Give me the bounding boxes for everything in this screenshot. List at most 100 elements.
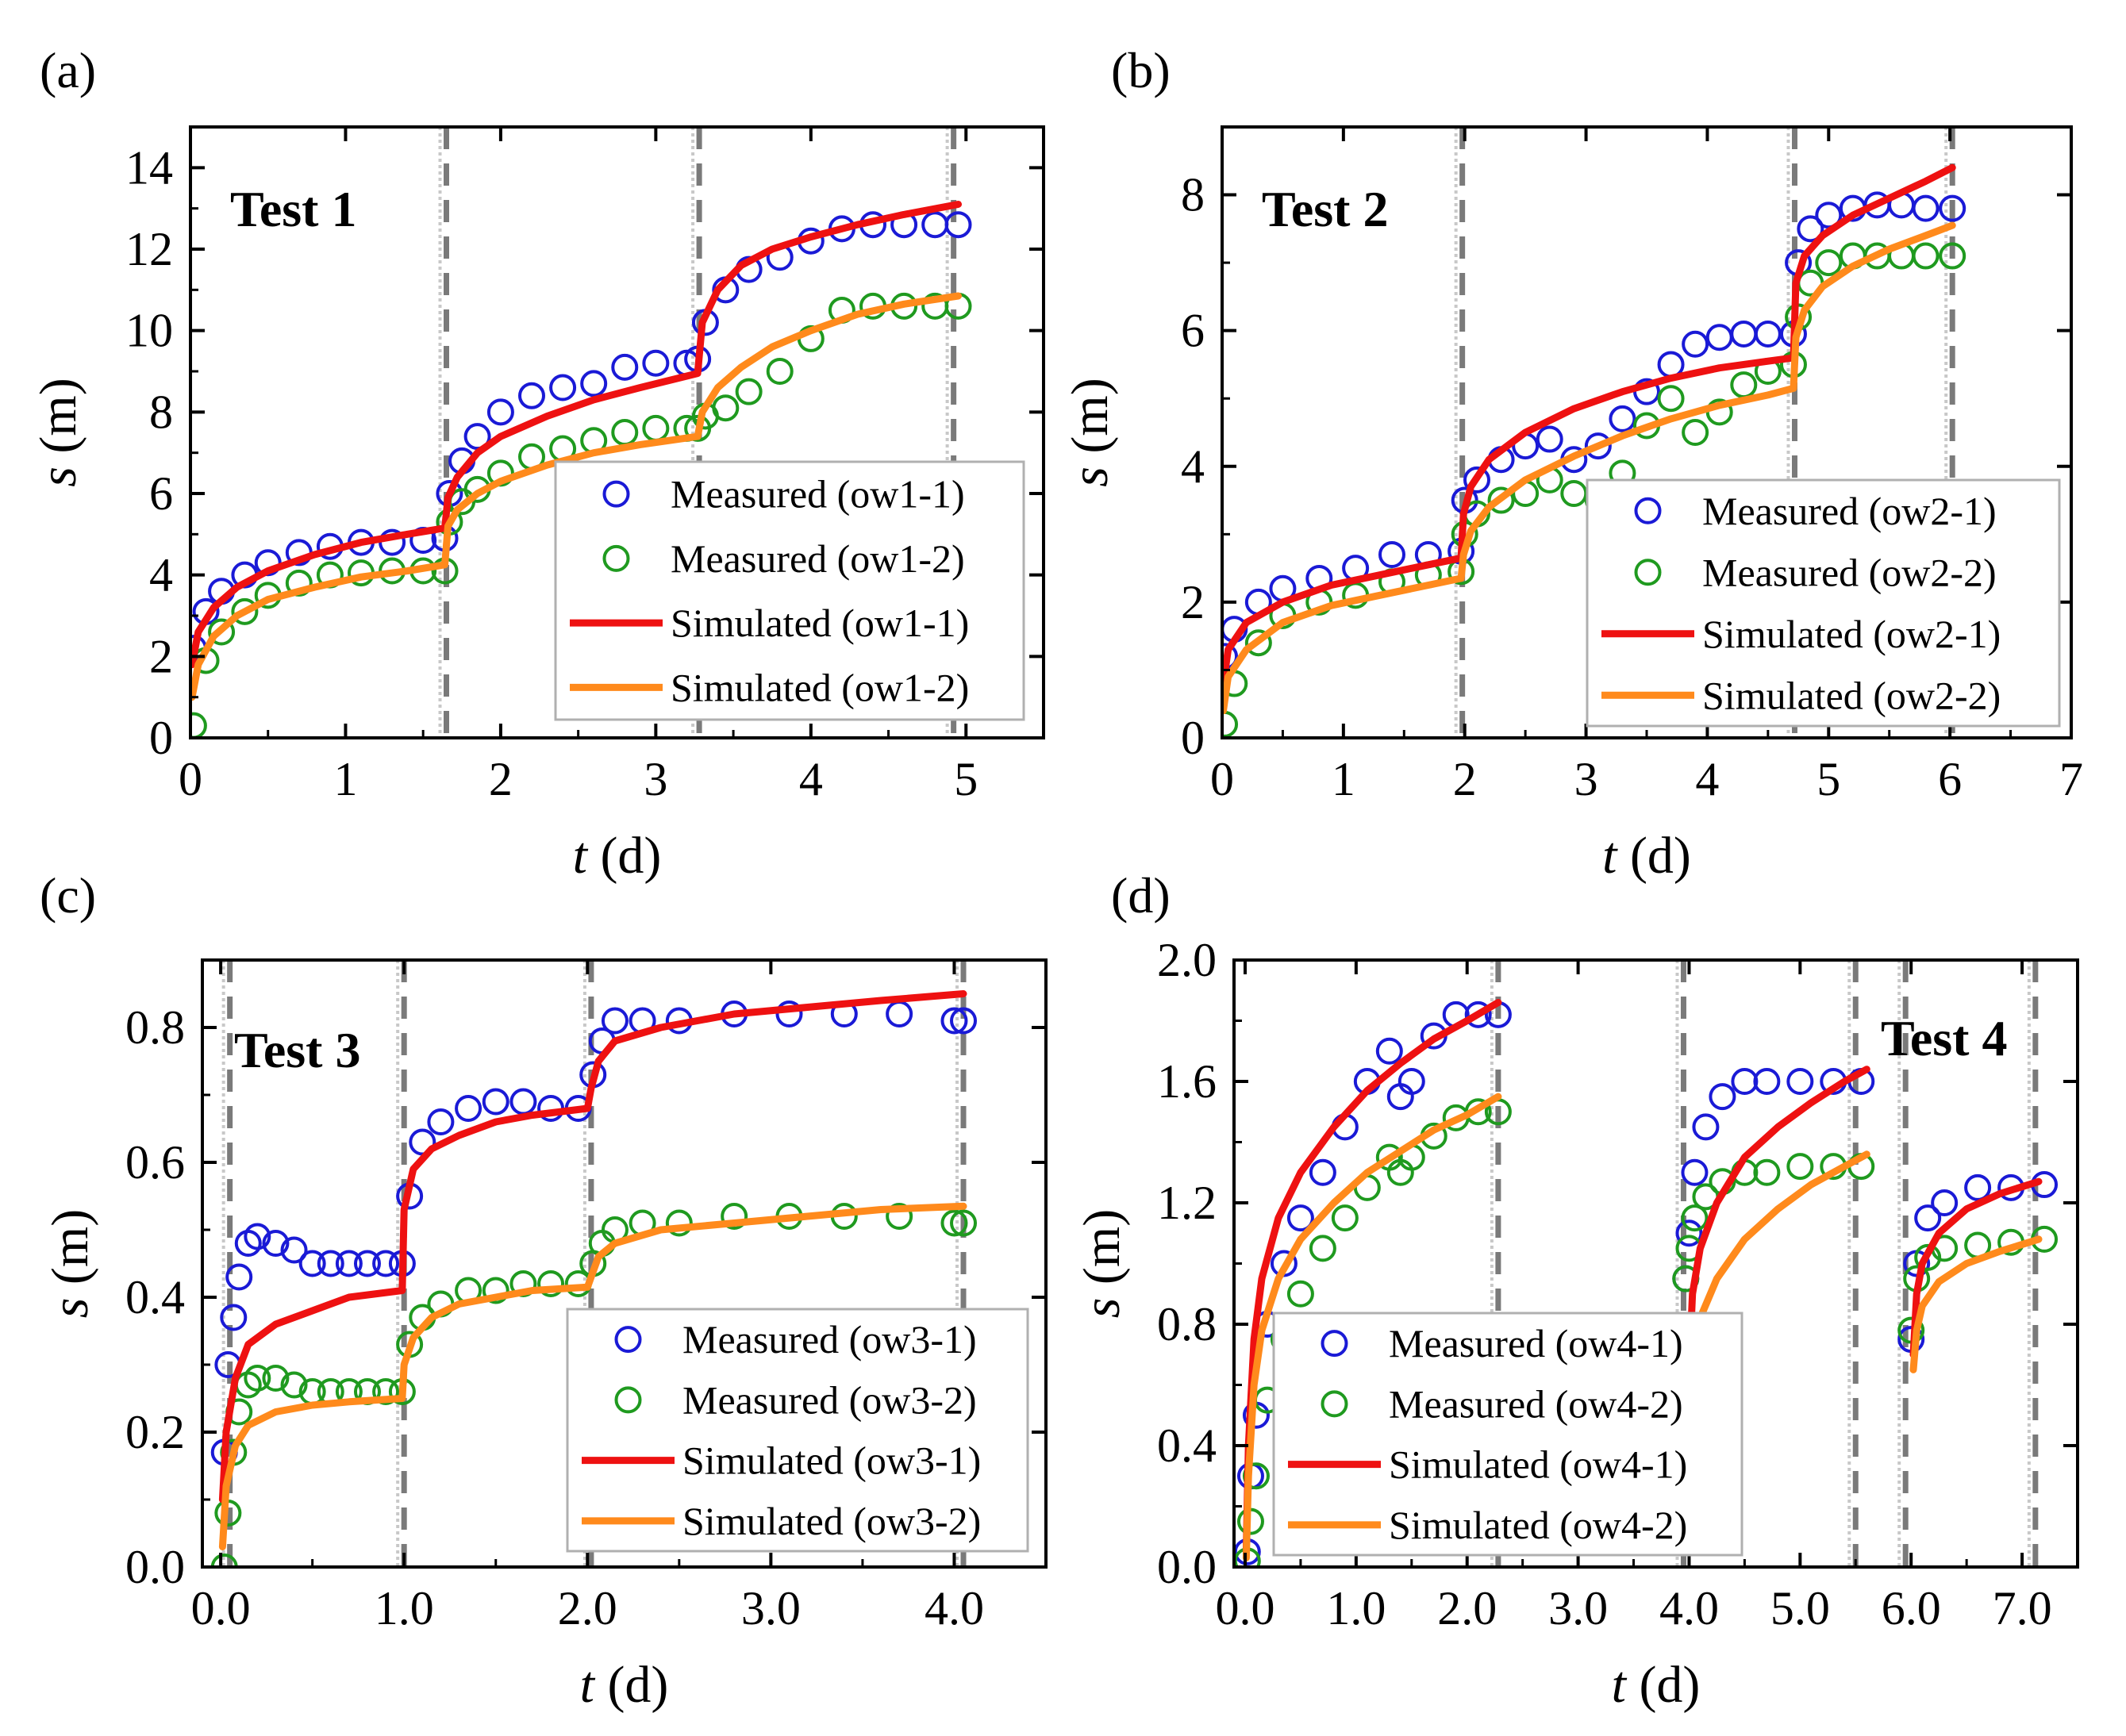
series-line-4 <box>218 1202 967 1550</box>
data-point <box>280 1371 308 1399</box>
legend-label: Measured (ow4-2) <box>1389 1381 1683 1426</box>
x-axis-label: t (d) <box>1602 827 1691 885</box>
data-point <box>1309 1235 1336 1262</box>
data-point <box>244 1223 271 1250</box>
legend-label: Simulated (ow1-1) <box>671 601 969 645</box>
legend-label: Measured (ow1-1) <box>671 472 965 517</box>
y-tick-label: 0.6 <box>125 1136 185 1189</box>
legend-marker <box>1321 1390 1348 1418</box>
x-tick-label: 4.0 <box>925 1582 984 1634</box>
data-point <box>231 597 259 625</box>
x-axis-label: t (d) <box>1612 1656 1701 1714</box>
data-point <box>712 394 740 422</box>
data-point <box>1286 1280 1314 1308</box>
legend-frame <box>1272 1312 1743 1557</box>
data-point <box>335 1250 363 1277</box>
legend-frame <box>1586 478 2061 728</box>
legend: Measured (ow2-1) Measured (ow2-2) Simulate… <box>1586 478 2061 728</box>
data-point <box>1705 324 1733 351</box>
y-tick-label: 0.0 <box>1157 1541 1217 1593</box>
legend-label: Simulated (ow3-1) <box>682 1438 981 1483</box>
panel-tag: (d) <box>1111 867 1171 924</box>
data-point <box>208 618 236 646</box>
data-point <box>1681 1204 1709 1232</box>
data-point <box>1753 1068 1781 1095</box>
legend-label: Simulated (ow2-2) <box>1702 673 2001 717</box>
x-tick-label: 2 <box>489 753 513 805</box>
legend-label: Measured (ow2-2) <box>1702 550 1997 594</box>
y-tick-label: 14 <box>125 141 173 194</box>
x-tick-label: 1.0 <box>1326 1582 1386 1634</box>
y-tick-label: 8 <box>1181 169 1205 221</box>
chart-panel-2: 0 1 2 3 4 5 6 7 0 2 4 6 8 t (d) s (m) (b) Test 2 Measured… <box>1061 42 2083 885</box>
data-point <box>244 1365 271 1392</box>
y-axis-label: s (m) <box>1073 1209 1131 1318</box>
x-tick-label: 7.0 <box>1993 1582 2052 1634</box>
plot-area <box>1234 999 2059 1567</box>
data-point <box>1939 242 1966 270</box>
legend-label: Measured (ow2-1) <box>1702 489 1997 533</box>
data-point <box>1931 1189 1959 1216</box>
data-point <box>950 1007 978 1035</box>
data-point <box>611 419 639 446</box>
axes-frame <box>201 958 1048 1569</box>
legend: Measured (ow3-1) Measured (ow3-2) Simulate… <box>566 1308 1029 1553</box>
panel-tag: (b) <box>1111 42 1171 98</box>
data-point <box>262 1365 290 1392</box>
data-point <box>427 1108 455 1135</box>
data-point <box>1286 1204 1314 1232</box>
plot-area <box>190 201 972 738</box>
legend-frame <box>554 460 1025 721</box>
test-label: Test 2 <box>1262 181 1388 237</box>
legend-marker <box>1634 497 1662 524</box>
data-point <box>1397 1068 1425 1095</box>
data-point <box>549 374 577 401</box>
data-point <box>1815 249 1843 277</box>
y-tick-label: 0.4 <box>125 1271 185 1323</box>
data-point <box>1964 1173 1992 1201</box>
x-tick-label: 0 <box>1210 753 1234 805</box>
x-tick-label: 5.0 <box>1770 1582 1830 1634</box>
x-tick-label: 2 <box>1453 753 1477 805</box>
legend-marker <box>1321 1330 1348 1358</box>
x-tick-label: 1 <box>333 753 357 805</box>
data-point <box>482 1277 509 1304</box>
data-point <box>944 211 972 239</box>
x-tick-label: 2.0 <box>558 1582 617 1634</box>
y-axis-label: s (m) <box>1061 378 1119 486</box>
y-tick-label: 12 <box>125 223 173 275</box>
data-point <box>298 1250 326 1277</box>
data-point <box>721 1203 748 1230</box>
legend-marker <box>614 1326 642 1354</box>
legend-label: Simulated (ow1-2) <box>671 665 969 709</box>
x-tick-label: 0.0 <box>1215 1582 1274 1634</box>
data-point <box>190 712 207 738</box>
y-tick-label: 10 <box>125 305 173 357</box>
series-line-4 <box>1222 221 1956 715</box>
y-tick-label: 6 <box>149 467 173 520</box>
data-point <box>1536 425 1563 453</box>
legend-marker <box>602 480 630 508</box>
x-tick-label: 3.0 <box>741 1582 801 1634</box>
data-point <box>1309 1158 1336 1186</box>
data-point <box>1378 541 1405 568</box>
data-point <box>601 1007 629 1035</box>
data-point <box>220 1304 248 1331</box>
y-tick-label: 0 <box>1181 712 1205 764</box>
data-point <box>1584 432 1612 460</box>
x-tick-label: 3 <box>1574 753 1598 805</box>
data-point <box>1786 1153 1814 1181</box>
data-point <box>940 1007 968 1035</box>
axes-frame <box>189 125 1045 739</box>
x-tick-label: 2.0 <box>1437 1582 1497 1634</box>
x-tick-label: 4 <box>799 753 823 805</box>
data-point <box>1560 480 1588 507</box>
data-point <box>886 1001 913 1027</box>
data-point <box>537 1270 565 1297</box>
data-point <box>1731 1068 1759 1095</box>
data-point <box>1912 242 1940 270</box>
chart-panel-4: 0.0 1.0 2.0 3.0 4.0 5.0 6.0 7.0 0.0 0.4 0.8 1.2 1.6 2… <box>1073 867 2079 1714</box>
y-axis-label: s (m) <box>41 1209 99 1318</box>
data-point <box>950 1209 978 1237</box>
